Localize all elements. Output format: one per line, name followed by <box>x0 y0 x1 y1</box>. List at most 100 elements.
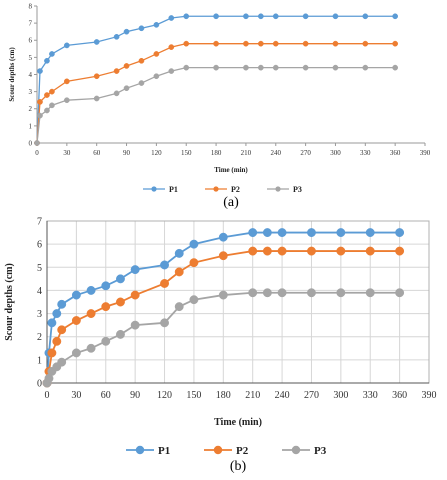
data-point <box>218 251 228 261</box>
data-point <box>362 40 369 47</box>
data-point <box>123 28 130 35</box>
y-tick-label: 4 <box>37 286 42 297</box>
x-tick-label: 360 <box>392 390 407 401</box>
series-p2 <box>42 246 405 388</box>
data-point <box>218 290 228 300</box>
data-point <box>52 309 62 319</box>
legend-swatch-marker <box>151 186 157 192</box>
y-tick-label: 7 <box>29 20 33 28</box>
data-point <box>213 13 219 20</box>
data-point <box>130 320 140 330</box>
data-point <box>123 85 130 92</box>
data-point <box>307 228 316 238</box>
data-point <box>52 336 62 346</box>
data-point <box>218 232 228 242</box>
x-tick-label: 90 <box>123 149 131 157</box>
x-axis-title: Time (min) <box>214 166 248 174</box>
x-tick-label: 360 <box>390 149 401 157</box>
data-point <box>277 228 287 238</box>
x-tick-label: 270 <box>300 149 311 157</box>
data-point <box>93 73 100 80</box>
series-p3 <box>42 288 405 388</box>
y-tick-label: 0 <box>37 379 42 390</box>
data-point <box>138 80 145 86</box>
data-point <box>395 288 405 298</box>
data-point <box>138 25 145 32</box>
x-tick-label: 120 <box>151 149 162 157</box>
data-point <box>332 40 339 47</box>
data-point <box>362 64 369 71</box>
x-tick-label: 180 <box>211 149 222 157</box>
data-point <box>101 281 111 291</box>
series-p1 <box>34 13 399 146</box>
plot-frame <box>46 220 430 384</box>
data-point <box>63 42 70 49</box>
data-point <box>257 64 264 71</box>
data-point <box>365 246 375 256</box>
x-tick-label: 210 <box>245 390 260 401</box>
x-tick-label: 210 <box>241 149 252 157</box>
data-point <box>307 288 316 298</box>
x-tick-label: 330 <box>360 149 371 157</box>
x-tick-label: 60 <box>93 149 101 157</box>
x-tick-label: 150 <box>181 149 192 157</box>
data-point <box>71 290 81 300</box>
chart-a: 0 1 2 3 4 5 6 7 8 0 30 60 90 120 150 180 210 240 270 300 330… <box>8 2 431 210</box>
data-point <box>362 13 369 20</box>
data-point <box>47 348 57 358</box>
data-point <box>153 51 160 57</box>
data-point <box>101 336 111 346</box>
data-point <box>174 248 184 258</box>
data-point <box>49 88 55 95</box>
data-point <box>213 64 219 71</box>
y-tick-label: 4 <box>29 71 33 79</box>
data-point <box>63 97 70 104</box>
y-axis-title: Scour depths (cm) <box>4 263 15 341</box>
series-line <box>36 67 396 144</box>
data-point <box>101 302 111 312</box>
data-point <box>160 318 169 328</box>
figure-caption: (b) <box>230 459 247 474</box>
data-point <box>302 40 309 47</box>
x-tick-label: 300 <box>333 390 348 401</box>
y-tick-label: 5 <box>29 54 33 62</box>
y-tick-label: 1 <box>37 355 42 366</box>
data-point <box>160 260 169 270</box>
y-tick-label: 8 <box>29 2 33 10</box>
legend-swatch-marker <box>135 445 145 455</box>
x-tick-label: 330 <box>363 390 378 401</box>
x-axis-title: Time (min) <box>214 417 262 428</box>
data-point <box>168 44 175 50</box>
data-point <box>153 73 160 80</box>
data-point <box>395 228 405 238</box>
x-tick-label: 0 <box>35 149 39 157</box>
data-point <box>395 246 405 256</box>
data-point <box>160 279 169 288</box>
y-tick-label: 5 <box>37 263 42 274</box>
data-point <box>37 68 43 74</box>
x-tick-label: 90 <box>130 390 140 401</box>
data-point <box>365 228 375 238</box>
data-point <box>277 246 287 256</box>
data-point <box>49 102 55 109</box>
data-point <box>277 288 287 298</box>
y-tick-label: 7 <box>37 217 42 228</box>
x-tick-label: 0 <box>45 390 50 401</box>
data-point <box>365 288 375 298</box>
data-point <box>183 40 190 47</box>
data-point <box>302 13 309 20</box>
x-tick-label: 150 <box>186 390 201 401</box>
x-tick-label: 120 <box>157 390 172 401</box>
data-point <box>262 288 272 298</box>
data-point <box>49 51 55 57</box>
y-tick-label: 0 <box>29 139 33 147</box>
data-point <box>113 90 120 97</box>
data-point <box>392 13 399 20</box>
x-tick-label: 30 <box>71 390 81 401</box>
data-point <box>168 15 175 21</box>
x-tick-label: 180 <box>216 390 231 401</box>
legend-label: P2 <box>231 185 240 194</box>
data-point <box>392 40 399 47</box>
x-tick-label: 240 <box>271 149 282 157</box>
